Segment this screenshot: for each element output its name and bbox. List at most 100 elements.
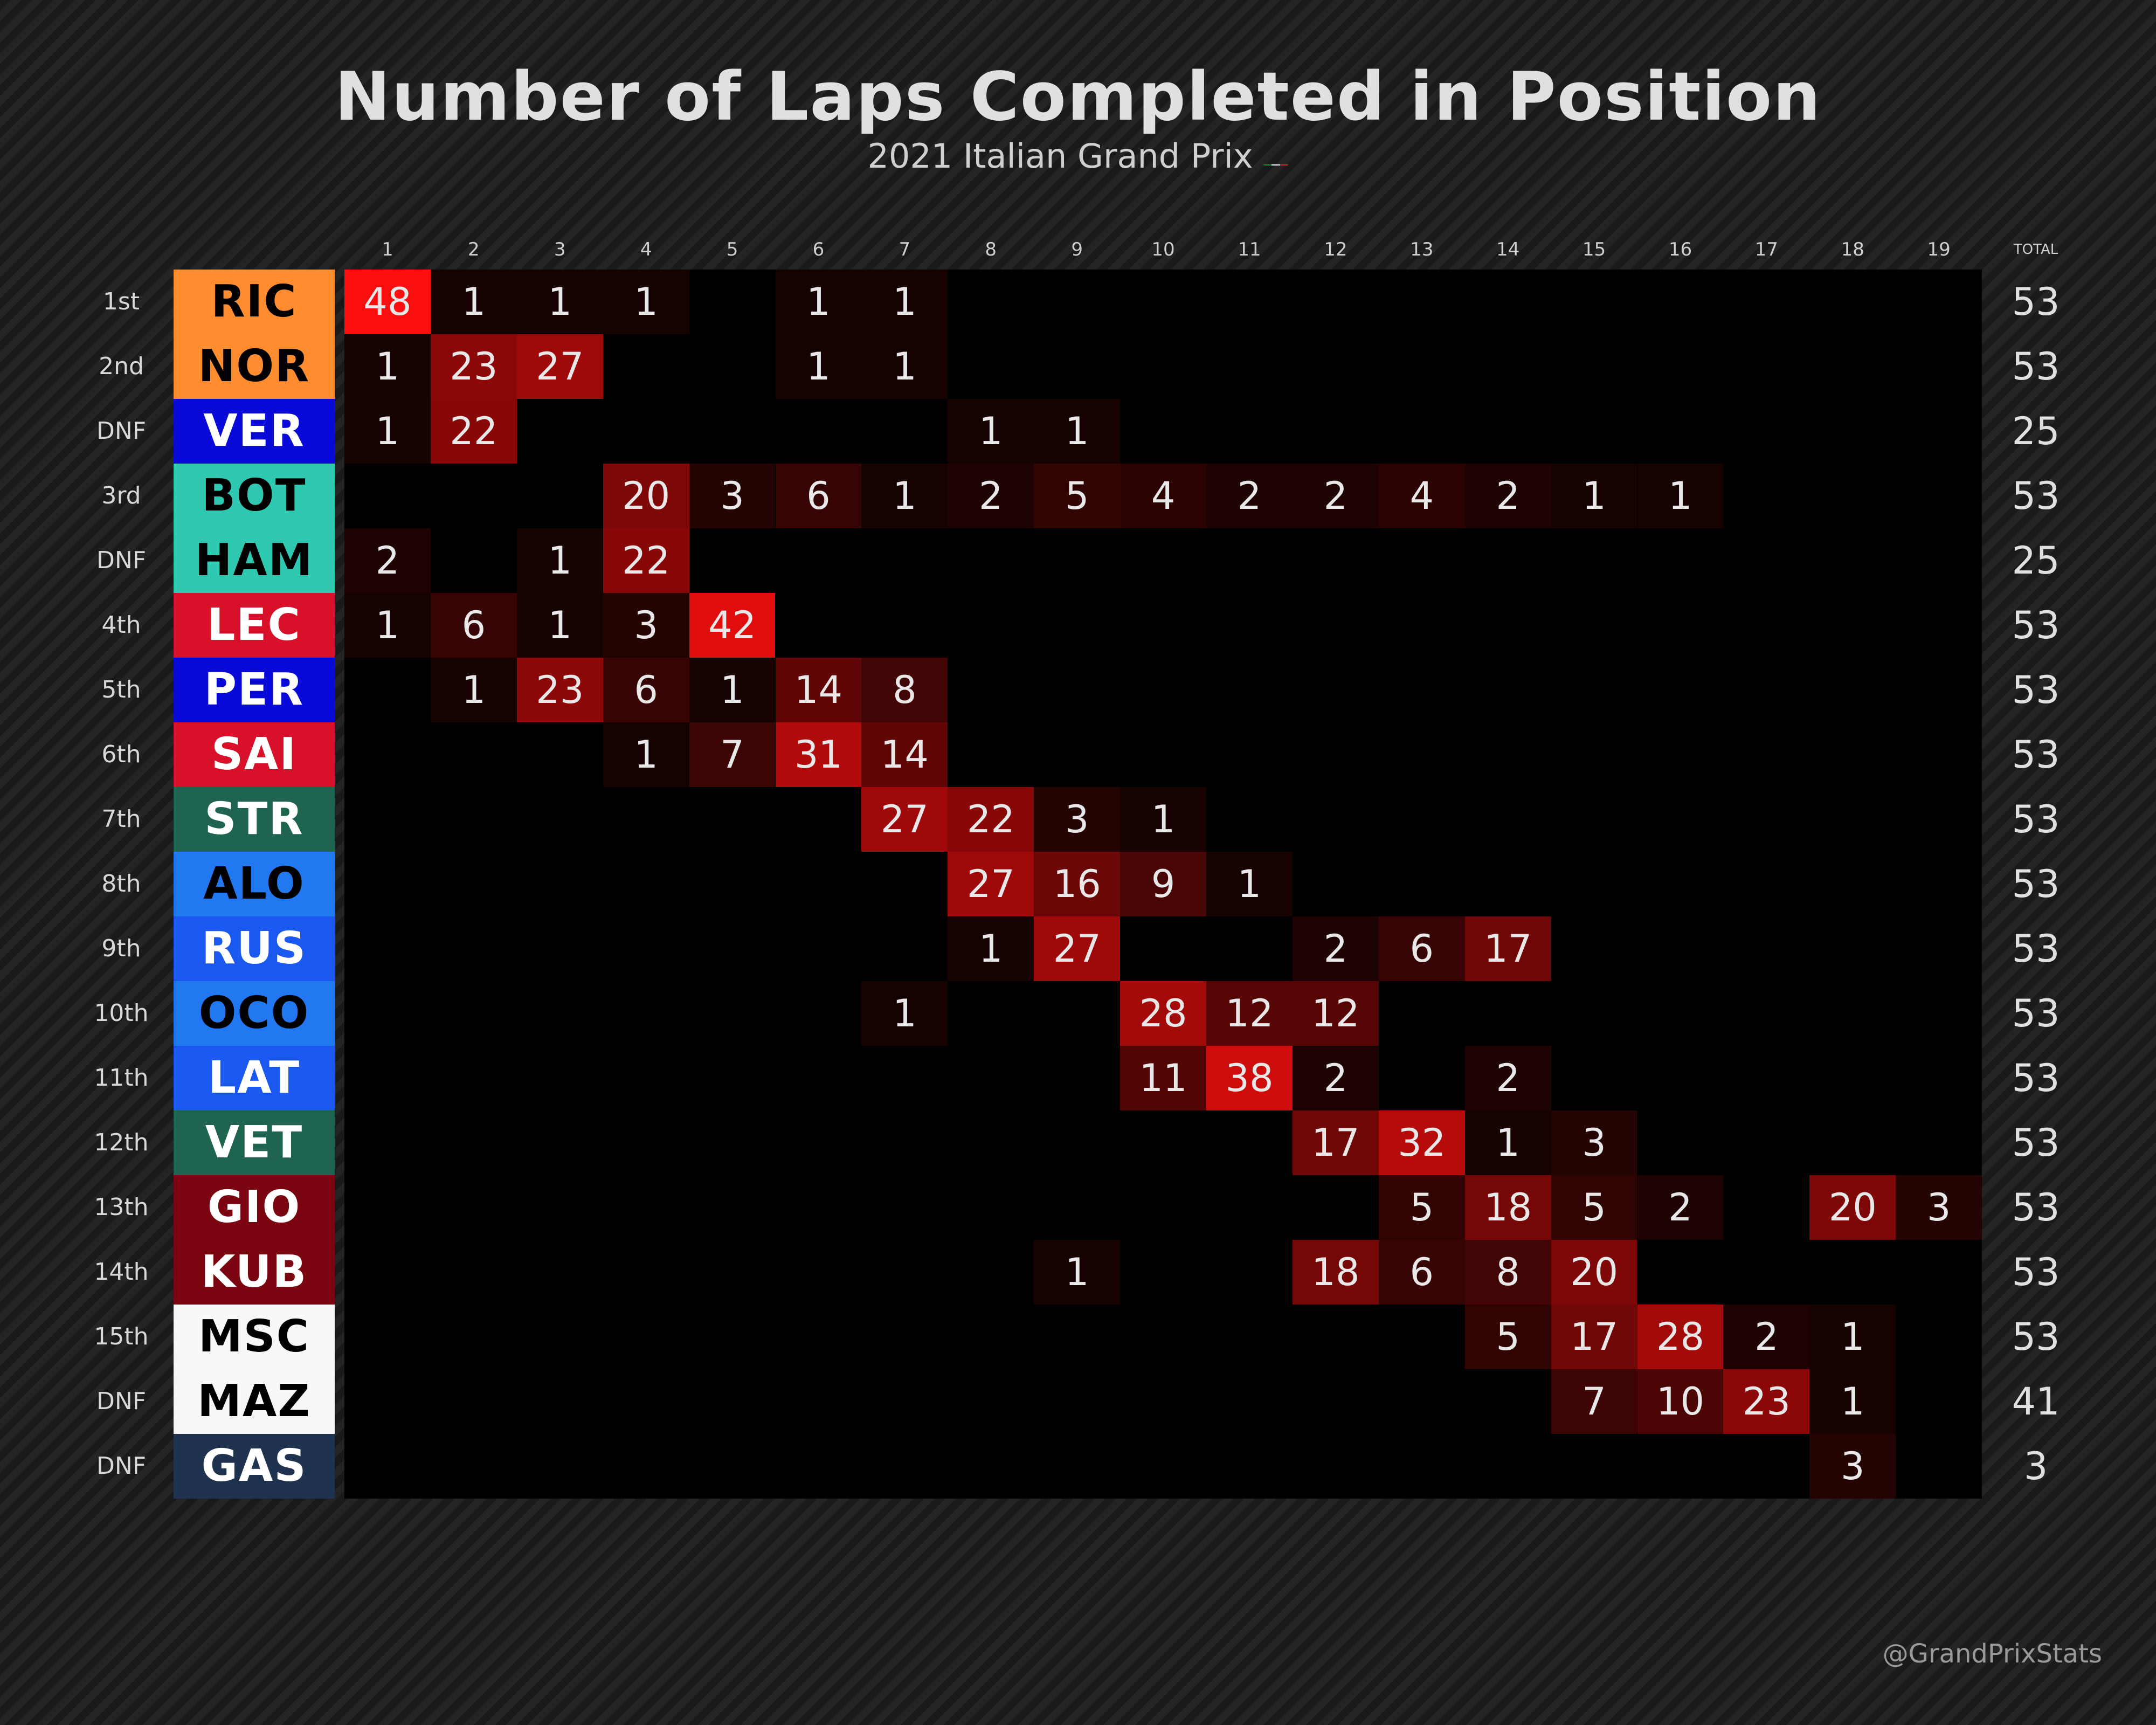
heatmap-cell: 20 — [603, 464, 689, 528]
finish-position-label: DNF — [96, 417, 147, 445]
finish-position-label: 11th — [94, 1064, 149, 1092]
driver-label: OCO — [174, 981, 335, 1046]
row-total: 53 — [2012, 733, 2060, 777]
row-total: 53 — [2012, 1056, 2060, 1100]
heatmap-cell: 20 — [1551, 1240, 1637, 1305]
heatmap-cell: 1 — [948, 916, 1034, 981]
driver-label: ALO — [174, 852, 335, 916]
row-total: 53 — [2012, 862, 2060, 906]
row-total: 53 — [2012, 1185, 2060, 1230]
heatmap-cell: 48 — [344, 270, 431, 334]
column-header: 2 — [468, 239, 480, 260]
heatmap-cell: 6 — [1378, 1240, 1465, 1305]
row-total: 41 — [2012, 1379, 2060, 1424]
heatmap-cell: 1 — [603, 270, 689, 334]
heatmap-cell: 1 — [1034, 1240, 1121, 1305]
heatmap-cell: 16 — [1034, 852, 1121, 916]
finish-position-label: 13th — [94, 1193, 149, 1221]
finish-position-label: 15th — [94, 1323, 149, 1350]
heatmap-cell: 38 — [1206, 1046, 1293, 1110]
column-header: 13 — [1410, 239, 1434, 260]
heatmap-cell: 17 — [1464, 916, 1551, 981]
heatmap-cell: 3 — [1896, 1175, 1982, 1240]
heatmap-cell: 1 — [603, 722, 689, 787]
heatmap-cell: 8 — [1464, 1240, 1551, 1305]
heatmap-cell: 14 — [775, 658, 862, 722]
heatmap-cell: 2 — [948, 464, 1034, 528]
driver-label: VER — [174, 399, 335, 464]
heatmap-cell: 6 — [430, 593, 517, 658]
driver-label: LAT — [174, 1046, 335, 1110]
heatmap-cell: 1 — [516, 528, 603, 593]
column-header: 15 — [1582, 239, 1606, 260]
heatmap-cell: 3 — [1034, 787, 1121, 852]
column-header: 19 — [1927, 239, 1951, 260]
driver-label: KUB — [174, 1240, 335, 1305]
heatmap-cell: 22 — [430, 399, 517, 464]
driver-label: HAM — [174, 528, 335, 593]
heatmap-cell: 1 — [1637, 464, 1724, 528]
heatmap-cell: 22 — [948, 787, 1034, 852]
driver-label: NOR — [174, 334, 335, 399]
column-header: 12 — [1324, 239, 1348, 260]
finish-position-label: DNF — [96, 1452, 147, 1480]
heatmap-cell: 1 — [430, 270, 517, 334]
driver-label: VET — [174, 1110, 335, 1175]
chart-title: Number of Laps Completed in Position — [334, 58, 1822, 136]
heatmap-cell: 2 — [1464, 1046, 1551, 1110]
column-header: 5 — [726, 239, 738, 260]
column-header: 1 — [382, 239, 393, 260]
column-header: 17 — [1754, 239, 1778, 260]
column-header: 11 — [1238, 239, 1261, 260]
heatmap-cell: 17 — [1551, 1305, 1637, 1369]
heatmap-cell: 14 — [861, 722, 948, 787]
finish-position-label: 8th — [101, 870, 141, 898]
heatmap-cell: 1 — [1034, 399, 1121, 464]
heatmap-cell: 2 — [1206, 464, 1293, 528]
finish-position-label: 4th — [101, 611, 141, 639]
heatmap-cell: 5 — [1464, 1305, 1551, 1369]
row-total: 53 — [2012, 797, 2060, 841]
row-total: 53 — [2012, 1315, 2060, 1359]
heatmap-cell: 1 — [1120, 787, 1206, 852]
heatmap-cell: 1 — [861, 334, 948, 399]
heatmap-cell: 1 — [516, 270, 603, 334]
heatmap-cell: 1 — [775, 270, 862, 334]
finish-position-label: DNF — [96, 547, 147, 574]
finish-position-label: DNF — [96, 1388, 147, 1415]
heatmap-cell: 1 — [516, 593, 603, 658]
column-header: 3 — [554, 239, 566, 260]
finish-position-label: 10th — [94, 999, 149, 1027]
heatmap-cell: 27 — [516, 334, 603, 399]
heatmap-cell: 2 — [1464, 464, 1551, 528]
driver-label: SAI — [174, 722, 335, 787]
heatmap-cell: 1 — [1551, 464, 1637, 528]
column-header: 6 — [812, 239, 825, 260]
heatmap-cell: 1 — [1809, 1305, 1896, 1369]
heatmap-cell: 28 — [1120, 981, 1206, 1046]
heatmap-cell: 6 — [1378, 916, 1465, 981]
column-header: 4 — [640, 239, 652, 260]
subtitle-text: 2021 Italian Grand Prix — [867, 136, 1253, 176]
driver-label: BOT — [174, 464, 335, 528]
heatmap-cell: 5 — [1378, 1175, 1465, 1240]
driver-label: GIO — [174, 1175, 335, 1240]
heatmap-cell: 27 — [861, 787, 948, 852]
heatmap-cell: 22 — [603, 528, 689, 593]
column-header: 18 — [1841, 239, 1864, 260]
heatmap-cell: 6 — [603, 658, 689, 722]
column-header: 9 — [1071, 239, 1083, 260]
heatmap-cell: 1 — [344, 399, 431, 464]
heatmap-cell: 6 — [775, 464, 862, 528]
heatmap-cell: 7 — [1551, 1369, 1637, 1434]
heatmap-cell: 5 — [1551, 1175, 1637, 1240]
heatmap-cell: 18 — [1464, 1175, 1551, 1240]
driver-label: LEC — [174, 593, 335, 658]
driver-label: MSC — [174, 1305, 335, 1369]
driver-label: MAZ — [174, 1369, 335, 1434]
row-total: 25 — [2012, 409, 2060, 453]
row-total: 53 — [2012, 927, 2060, 971]
driver-label: GAS — [174, 1434, 335, 1499]
heatmap-cell: 4 — [1120, 464, 1206, 528]
heatmap-cell: 4 — [1378, 464, 1465, 528]
